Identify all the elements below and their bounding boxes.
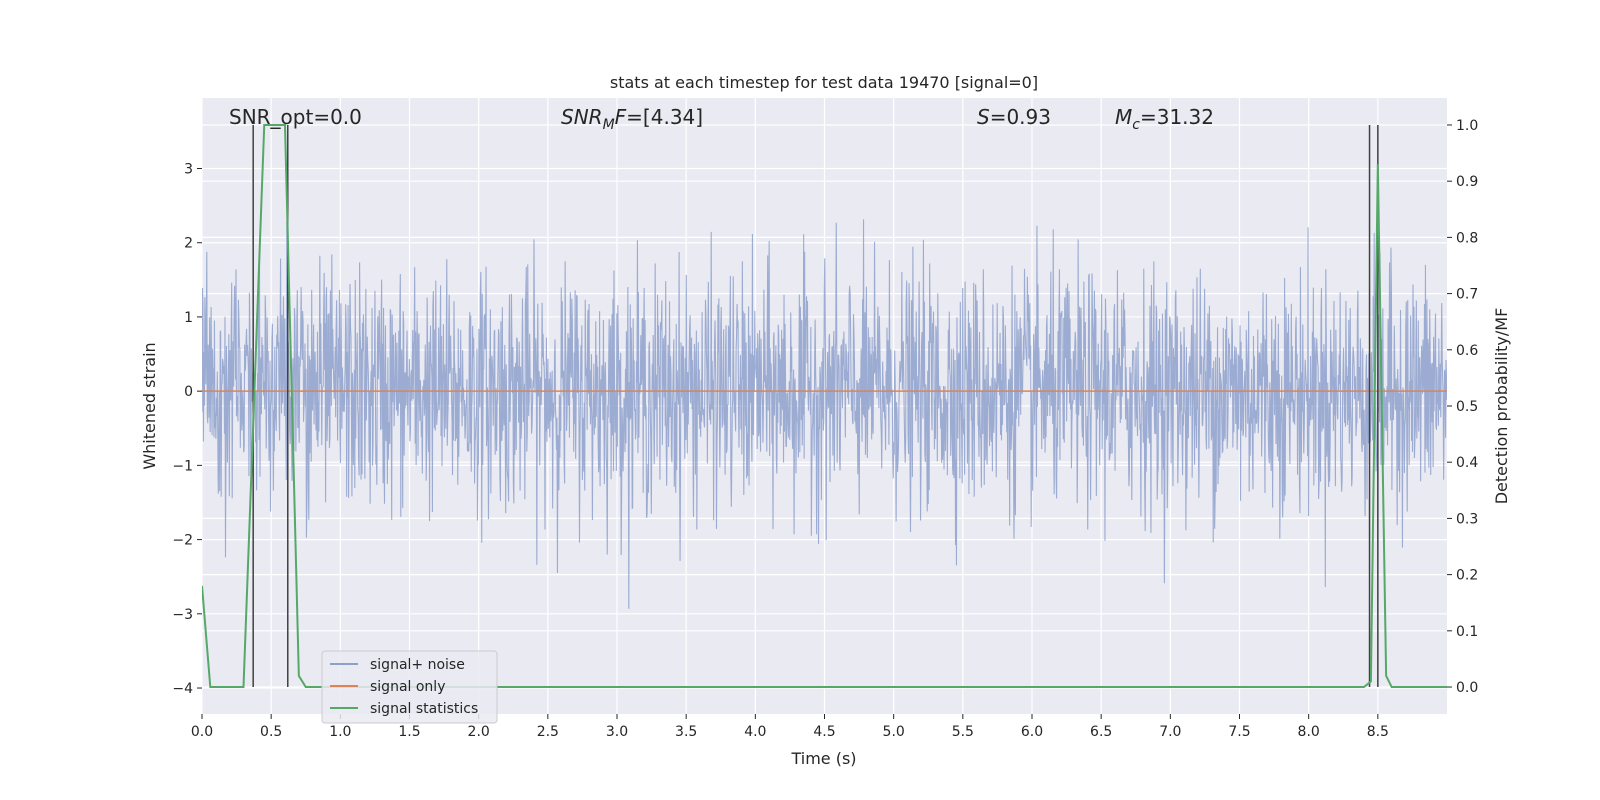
x-tick-label: 0.0 — [191, 724, 213, 740]
x-axis-label: Time (s) — [790, 749, 856, 768]
y-tick-label: 0 — [184, 384, 193, 400]
y-tick-label: −4 — [172, 681, 193, 697]
grid-layer — [201, 98, 1447, 714]
annotation-s-label: S — [977, 105, 990, 129]
annotation-snr-mf-sub: M — [603, 117, 615, 133]
x-tick-label: 5.5 — [952, 724, 974, 740]
noise-series — [202, 219, 1447, 609]
y2-tick-label: 0.6 — [1456, 343, 1478, 359]
x-tick-label: 6.5 — [1090, 724, 1112, 740]
annotation-s: S=0.93 — [977, 105, 1051, 129]
y-tick-label: 1 — [184, 310, 193, 326]
y2-tick-label: 0.8 — [1456, 230, 1478, 246]
legend-box — [321, 650, 498, 724]
x-tick-label: 6.0 — [1021, 724, 1043, 740]
x-axis-ticks: 0.0 0.5 1.0 1.5 2.0 2.5 3.0 3.5 4.0 4.5 5.0 5.5 6.0 6… — [191, 714, 1389, 740]
annotation-snr-mf-label: SNR — [561, 105, 603, 129]
y-tick-label: −1 — [172, 458, 193, 474]
chart-title: stats at each timestep for test data 194… — [610, 73, 1038, 92]
y2-tick-label: 0.9 — [1456, 174, 1478, 190]
y2-tick-label: 1.0 — [1456, 118, 1478, 134]
y2-tick-label: 0.3 — [1456, 511, 1478, 527]
annotation-snr-opt-label: SNR_opt — [229, 105, 313, 129]
x-tick-label: 8.0 — [1298, 724, 1320, 740]
annotation-snr-mf-value: =[4.34] — [626, 105, 703, 129]
x-tick-label: 7.5 — [1228, 724, 1250, 740]
y-tick-label: 2 — [184, 236, 193, 252]
annotation-mc-value: =31.32 — [1140, 105, 1214, 129]
y2-tick-label: 0.7 — [1456, 287, 1478, 303]
annotation-snr-opt-value: =0.0 — [313, 105, 362, 129]
annotation-snr-opt: SNR_opt=0.0 — [229, 105, 362, 129]
y2-tick-label: 0.1 — [1456, 624, 1478, 640]
annotation-mc: Mc=31.32 — [1115, 105, 1214, 133]
y2-axis-ticks: 0.0 0.1 0.2 0.3 0.4 0.5 0.6 0.7 0.8 0.9 1.0 — [1447, 118, 1478, 696]
signal-statistics-line — [202, 123, 1447, 689]
x-tick-label: 4.5 — [813, 724, 835, 740]
plot-area — [202, 123, 1447, 689]
x-tick-label: 3.5 — [675, 724, 697, 740]
y2-tick-label: 0.5 — [1456, 399, 1478, 415]
y2-axis-label: Detection probability/MF — [1492, 308, 1511, 505]
x-tick-label: 8.5 — [1367, 724, 1389, 740]
y2-tick-label: 0.0 — [1456, 680, 1478, 696]
y-axis-ticks: −4 −3 −2 −1 0 1 2 3 — [172, 162, 202, 697]
x-tick-label: 3.0 — [606, 724, 628, 740]
y-tick-label: −3 — [172, 607, 193, 623]
signal-statistics-series — [202, 123, 1447, 689]
y-tick-label: −2 — [172, 533, 193, 549]
x-tick-label: 2.0 — [468, 724, 490, 740]
x-tick-label: 5.0 — [883, 724, 905, 740]
y-tick-label: 3 — [184, 162, 193, 178]
annotation-snr-mf-rest: F — [615, 105, 627, 129]
legend-label-signal: signal only — [370, 679, 445, 695]
y-axis-label: Whitened strain — [140, 342, 159, 469]
annotation-mc-sub: c — [1132, 117, 1140, 133]
x-tick-label: 4.0 — [744, 724, 766, 740]
x-tick-label: 0.5 — [260, 724, 282, 740]
annotation-s-value: =0.93 — [990, 105, 1051, 129]
legend-label-statistics: signal statistics — [370, 701, 478, 717]
legend-label-noise: signal+ noise — [370, 657, 465, 673]
x-tick-label: 7.0 — [1159, 724, 1181, 740]
annotation-mc-label: M — [1115, 105, 1132, 129]
noise-line — [202, 219, 1447, 609]
annotation-snr-mf: SNRMF=[4.34] — [561, 105, 703, 133]
y2-tick-label: 0.2 — [1456, 568, 1478, 584]
x-tick-label: 2.5 — [537, 724, 559, 740]
legend: signal+ noise signal only signal statist… — [321, 650, 498, 724]
x-tick-label: 1.0 — [329, 724, 351, 740]
y2-tick-label: 0.4 — [1456, 455, 1478, 471]
x-tick-label: 1.5 — [398, 724, 420, 740]
